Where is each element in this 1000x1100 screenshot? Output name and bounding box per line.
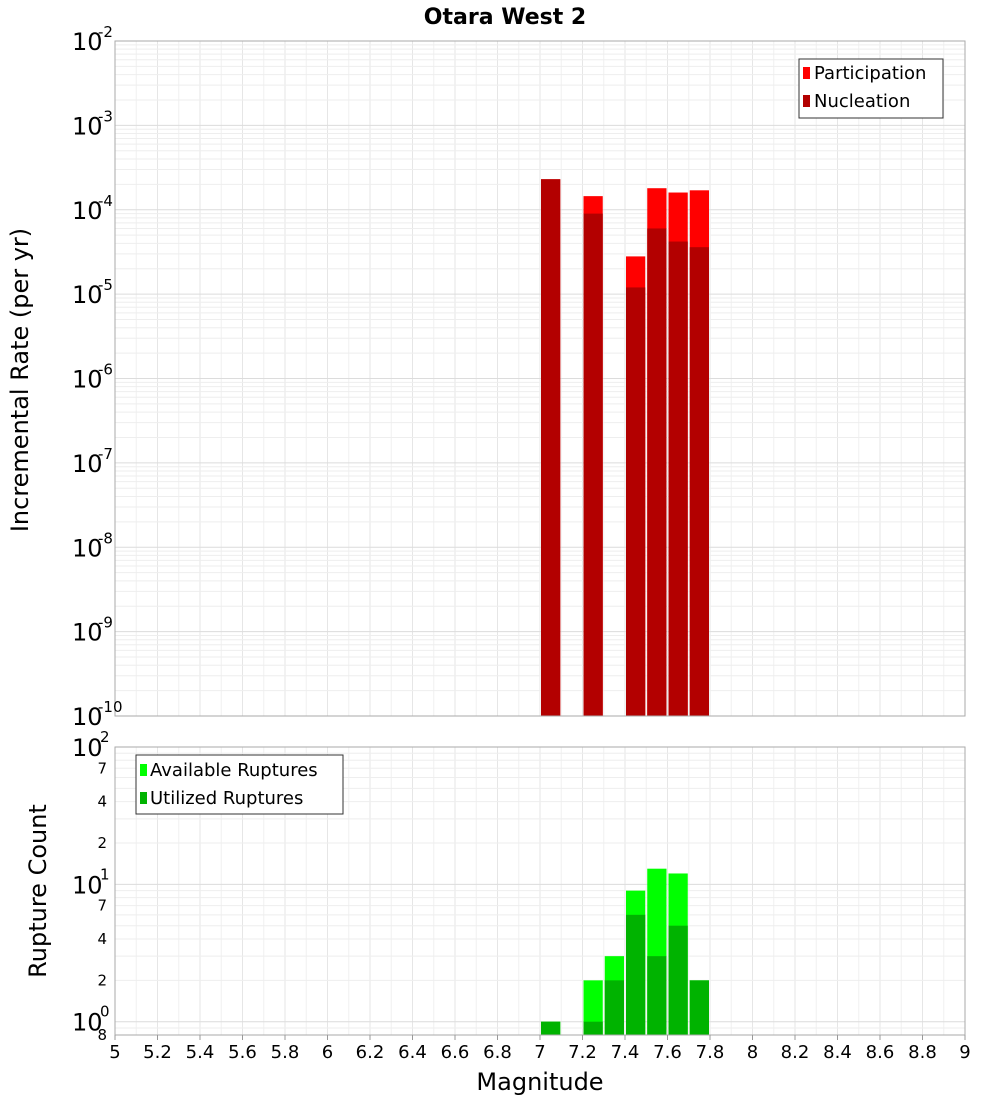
x-tick-label: 7.6 xyxy=(653,1042,682,1063)
count-y-tick-exponent: 1 xyxy=(100,865,110,883)
rate-y-tick-base: 10 xyxy=(72,450,103,478)
rate-y-tick-base: 10 xyxy=(72,112,103,140)
legend-label-utilized: Utilized Ruptures xyxy=(150,788,303,809)
rate-y-tick-base: 10 xyxy=(72,619,103,647)
count-y-tick-minor: 4 xyxy=(97,930,107,948)
rate-y-tick-exponent: -6 xyxy=(98,361,113,379)
x-tick-label: 8.4 xyxy=(823,1042,852,1063)
rate-y-tick-exponent: -3 xyxy=(98,107,113,125)
x-tick-label: 7 xyxy=(534,1042,545,1063)
count-y-tick-minor: 2 xyxy=(97,971,107,989)
x-tick-label: 7.2 xyxy=(568,1042,597,1063)
rate-y-tick-base: 10 xyxy=(72,534,103,562)
nucleation-bar xyxy=(626,287,646,716)
rate-panel: 10-210-310-410-510-610-710-810-910-10 In… xyxy=(6,23,966,731)
x-tick-label: 7.4 xyxy=(611,1042,640,1063)
count-y-tick-minor: 7 xyxy=(97,759,107,777)
x-tick-label: 5 xyxy=(109,1042,120,1063)
nucleation-bar xyxy=(668,241,688,717)
x-tick-label: 6.2 xyxy=(356,1042,385,1063)
x-tick-label: 5.8 xyxy=(271,1042,300,1063)
chart-title: Otara West 2 xyxy=(424,5,586,30)
available-ruptures-bar xyxy=(583,980,603,1035)
count-y-tick-base: 10 xyxy=(72,734,103,762)
legend-swatch-utilized xyxy=(140,792,147,804)
x-tick-label: 8 xyxy=(747,1042,758,1063)
x-axis-ticks: 5 5.2 5.4 5.6 5.8 6 6.2 6.4 6.6 6.8 7 7.2 7.4 7.6 7.8 8… xyxy=(109,1035,971,1063)
utilized-ruptures-bar xyxy=(583,1021,603,1035)
count-y-tick-exponent: 2 xyxy=(100,728,110,746)
legend-swatch-nucleation xyxy=(803,95,810,107)
rate-y-tick-exponent: -9 xyxy=(98,614,113,632)
x-tick-label: 5.4 xyxy=(186,1042,215,1063)
count-legend: Available Ruptures Utilized Ruptures xyxy=(135,754,344,815)
count-bars xyxy=(541,868,709,1035)
utilized-ruptures-bar xyxy=(668,925,688,1035)
rate-legend-box xyxy=(798,58,944,119)
x-tick-label: 8.2 xyxy=(781,1042,810,1063)
legend-swatch-available xyxy=(140,764,147,776)
x-tick-label: 6.4 xyxy=(398,1042,427,1063)
x-tick-label: 8.6 xyxy=(866,1042,895,1063)
count-y-tick-minor: 4 xyxy=(97,793,107,811)
count-y-axis-title: Rupture Count xyxy=(24,804,52,978)
count-y-tick-minor: 7 xyxy=(97,897,107,915)
count-gridlines xyxy=(114,747,966,1036)
rate-y-tick-base: 10 xyxy=(72,703,103,731)
rate-y-tick-base: 10 xyxy=(72,28,103,56)
count-y-tick-minor: 8 xyxy=(97,1026,107,1044)
nucleation-bar xyxy=(689,247,709,716)
rate-y-tick-base: 10 xyxy=(72,281,103,309)
x-tick-label: 5.2 xyxy=(143,1042,172,1063)
utilized-ruptures-bar xyxy=(626,914,646,1035)
nucleation-bar xyxy=(541,179,561,716)
count-y-tick-minor: 2 xyxy=(97,834,107,852)
nucleation-bar xyxy=(583,213,603,717)
rate-y-axis-title: Incremental Rate (per yr) xyxy=(6,228,34,532)
utilized-ruptures-bar xyxy=(689,980,709,1035)
x-tick-label: 6.8 xyxy=(483,1042,512,1063)
rate-y-tick-exponent: -5 xyxy=(98,276,113,294)
x-tick-label: 6 xyxy=(322,1042,333,1063)
rate-plot-border xyxy=(114,40,966,717)
x-tick-label: 8.8 xyxy=(908,1042,937,1063)
rate-y-tick-exponent: -2 xyxy=(98,23,113,41)
utilized-ruptures-bar xyxy=(647,956,667,1035)
nucleation-bar xyxy=(647,228,667,716)
rate-y-ticks: 10-210-310-410-510-610-710-810-910-10 xyxy=(72,23,123,731)
rate-y-tick-exponent: -4 xyxy=(98,192,113,210)
count-legend-box xyxy=(135,754,344,815)
legend-label-nucleation: Nucleation xyxy=(814,91,910,112)
rate-bars xyxy=(541,179,709,717)
x-tick-label: 9 xyxy=(959,1042,970,1063)
x-tick-label: 7.8 xyxy=(696,1042,725,1063)
x-axis-title: Magnitude xyxy=(476,1068,603,1096)
rate-y-tick-exponent: -7 xyxy=(98,445,113,463)
legend-label-participation: Participation xyxy=(814,63,926,84)
rate-legend: Participation Nucleation xyxy=(798,58,944,119)
rate-y-tick-exponent: -10 xyxy=(98,698,123,716)
legend-label-available: Available Ruptures xyxy=(150,760,318,781)
count-y-tick-exponent: 0 xyxy=(100,1003,110,1021)
count-y-tick-base: 10 xyxy=(72,871,103,899)
utilized-ruptures-bar xyxy=(604,980,624,1035)
x-tick-label: 5.6 xyxy=(228,1042,257,1063)
rate-y-tick-base: 10 xyxy=(72,197,103,225)
count-y-tick-base: 10 xyxy=(72,1009,103,1037)
legend-swatch-participation xyxy=(803,67,810,79)
rate-y-tick-base: 10 xyxy=(72,366,103,394)
rate-gridlines xyxy=(114,41,966,717)
utilized-ruptures-bar xyxy=(541,1021,561,1035)
rate-y-tick-exponent: -8 xyxy=(98,529,113,547)
x-tick-label: 6.6 xyxy=(441,1042,470,1063)
